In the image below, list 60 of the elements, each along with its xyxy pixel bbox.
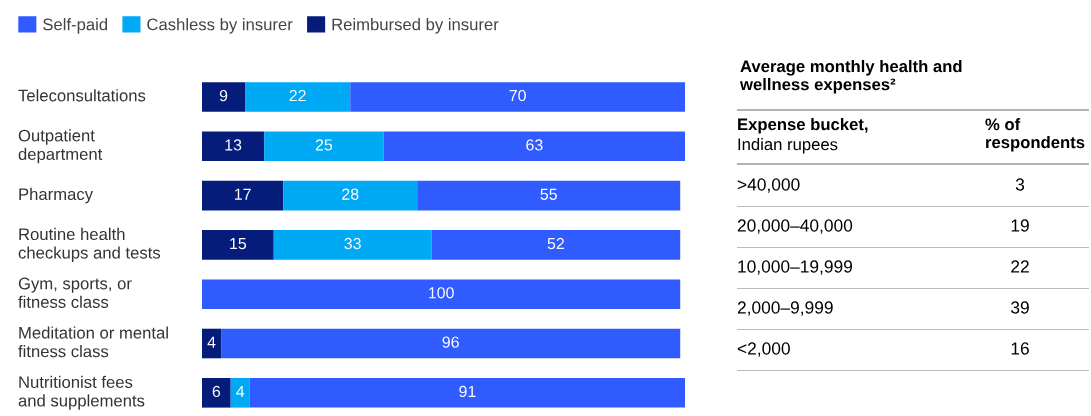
bar — [264, 131, 384, 162]
y-tick-label: Nutritionist fees and supplements — [18, 375, 145, 410]
data-label: 4 — [207, 336, 216, 348]
text: Average monthly health and wellness expenses² — [739, 60, 962, 94]
y-tick-label: Outpatient department — [18, 129, 103, 164]
data-label: 91 — [459, 385, 476, 398]
data-label: 55 — [540, 188, 557, 200]
bar — [283, 180, 418, 211]
y-tick-label: Teleconsultations — [18, 89, 146, 102]
category-label: 10,000–19,999 — [738, 260, 853, 275]
bar — [245, 82, 351, 112]
category-label: 2,000–9,999 — [737, 301, 833, 316]
bar — [417, 180, 681, 211]
bar — [383, 131, 685, 162]
data-label: 6 — [212, 385, 221, 398]
data-label: 25 — [315, 139, 333, 151]
legend-label: Cashless by insurer — [147, 18, 293, 34]
bar — [202, 82, 246, 112]
y-tick-label: Routine health checkups and tests — [18, 227, 161, 262]
bar — [221, 328, 681, 359]
bar — [230, 378, 250, 408]
data-label: 52 — [547, 237, 564, 250]
data-label: 70 — [509, 89, 526, 102]
data-label: 19 — [1011, 219, 1029, 232]
bar — [202, 378, 231, 408]
data-label: 63 — [526, 139, 543, 151]
data-label: 22 — [1011, 260, 1029, 273]
text: % of respondents — [985, 118, 1085, 152]
legend-label: Reimbursed by insurer — [332, 18, 499, 34]
bar — [273, 230, 432, 260]
bar — [202, 131, 265, 162]
data-label: 39 — [1011, 301, 1029, 314]
data-label: 16 — [1011, 342, 1029, 355]
data-label: 100 — [429, 287, 454, 299]
bar — [202, 230, 274, 260]
data-label: 4 — [236, 385, 245, 397]
y-tick-label: Meditation or mental fitness class — [18, 326, 168, 358]
category-label: <2,000 — [737, 342, 790, 357]
text: Indian rupees — [738, 138, 838, 154]
legend-label: Self-paid — [43, 18, 108, 34]
y-tick-label: Gym, sports, or fitness class — [18, 277, 132, 308]
category-label: 20,000–40,000 — [737, 219, 853, 234]
category-label: >40,000 — [737, 178, 800, 193]
bar — [249, 378, 685, 408]
bar — [202, 180, 284, 211]
data-label: 22 — [289, 89, 306, 102]
bar — [202, 328, 222, 359]
data-label: 17 — [234, 188, 251, 200]
data-label: 96 — [442, 336, 459, 348]
text: Expense bucket, — [738, 118, 868, 134]
bar — [202, 279, 681, 309]
data-label: 33 — [344, 237, 361, 250]
bar — [350, 82, 685, 112]
data-label: 15 — [230, 238, 247, 250]
y-tick-label: Pharmacy — [19, 187, 93, 204]
bar — [431, 230, 681, 260]
data-label: 9 — [219, 89, 228, 102]
data-label: 13 — [225, 139, 242, 151]
data-label: 3 — [1015, 178, 1025, 191]
data-label: 28 — [342, 188, 359, 200]
